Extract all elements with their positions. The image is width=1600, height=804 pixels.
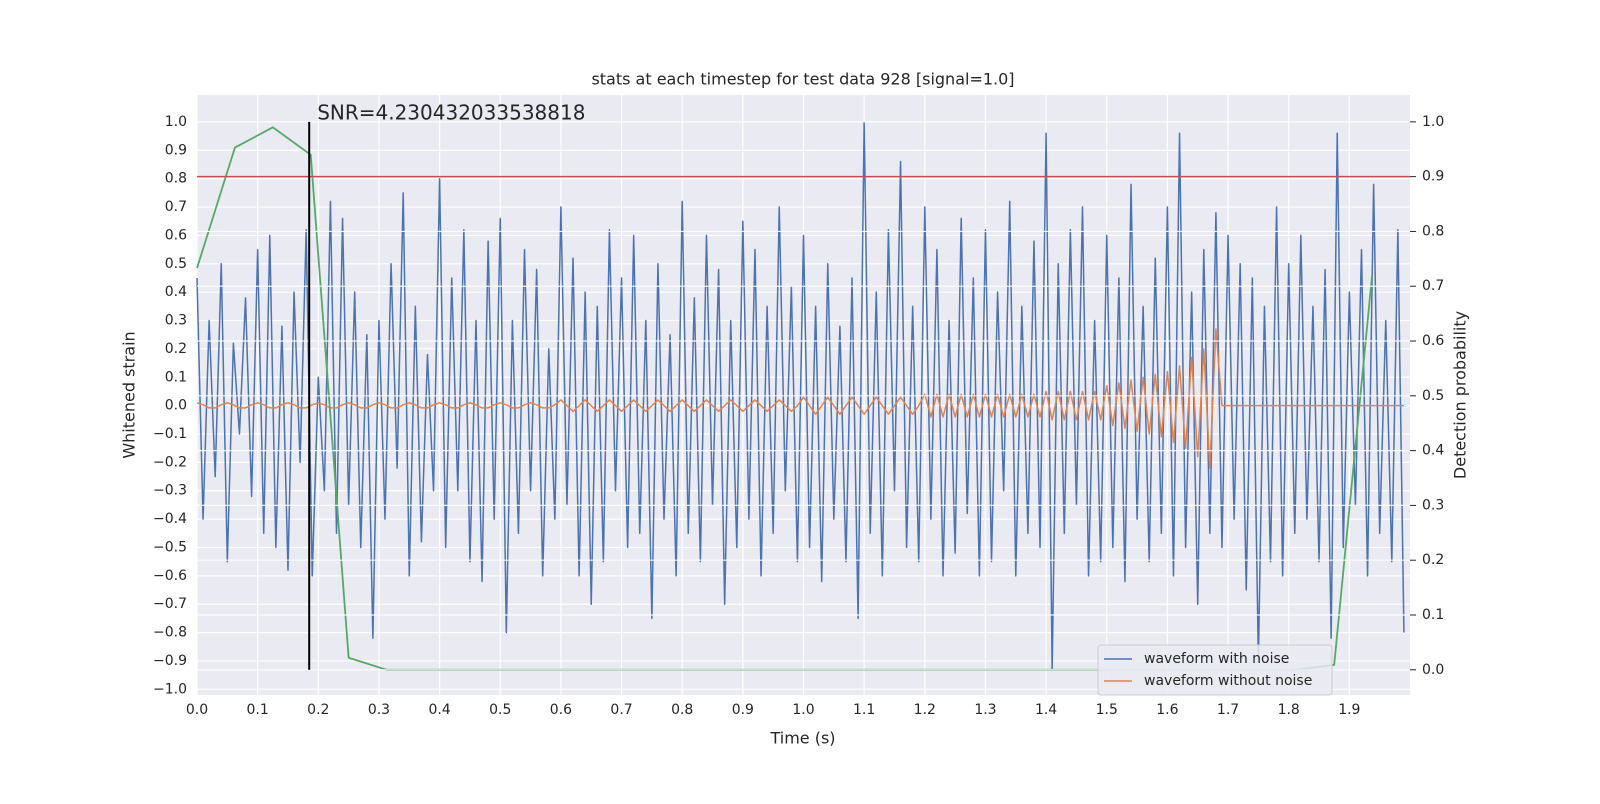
x-tick-label: 1.5: [1096, 702, 1118, 718]
x-tick-label: 0.4: [428, 702, 450, 718]
x-tick-label: 1.2: [914, 702, 936, 718]
x-tick-label: 0.7: [610, 702, 632, 718]
y2-tick-label: 0.8: [1422, 223, 1444, 239]
y-tick-label: 0.5: [165, 256, 187, 272]
legend-label: waveform with noise: [1144, 651, 1289, 667]
x-tick-label: 0.6: [550, 702, 572, 718]
x-tick-label: 1.7: [1217, 702, 1239, 718]
y2-tick-label: 0.9: [1422, 169, 1444, 185]
y-tick-label: −0.3: [153, 483, 187, 499]
y-tick-label: −0.6: [153, 568, 187, 584]
y2-tick-label: 0.1: [1422, 607, 1444, 623]
x-tick-label: 1.0: [792, 702, 814, 718]
y2-tick-label: 1.0: [1422, 114, 1444, 130]
y-tick-label: −1.0: [153, 681, 187, 697]
y-axis-label: Whitened strain: [120, 331, 139, 458]
y-tick-label: 1.0: [165, 114, 187, 130]
chart-title: stats at each timestep for test data 928…: [591, 70, 1014, 89]
x-tick-label: 1.9: [1338, 702, 1360, 718]
y2-tick-label: 0.2: [1422, 552, 1444, 568]
legend: waveform with noise waveform without nois…: [1097, 644, 1333, 696]
series-line: [196, 121, 1405, 671]
x-tick-label: 1.3: [974, 702, 996, 718]
legend-label: waveform without noise: [1144, 673, 1312, 689]
x-tick-label: 0.8: [671, 702, 693, 718]
x-axis-label: Time (s): [769, 729, 835, 748]
y-tick-label: −0.5: [153, 539, 187, 555]
y-tick-label: 0.7: [165, 199, 187, 215]
y-tick-label: −0.1: [153, 426, 187, 442]
y-tick-label: 0.0: [165, 398, 187, 414]
y-tick-label: 0.9: [165, 142, 187, 158]
y-tick-label: −0.2: [153, 454, 187, 470]
x-tick-label: 0.2: [307, 702, 329, 718]
y2-tick-label: 0.5: [1422, 388, 1444, 404]
series-line: [196, 328, 1404, 469]
y-tick-label: 0.6: [165, 227, 187, 243]
y-tick-label: −0.8: [153, 625, 187, 641]
y-tick-label: 0.1: [165, 369, 187, 385]
y-tick-label: 0.4: [165, 284, 187, 300]
y2-tick-label: 0.6: [1422, 333, 1444, 349]
x-tick-label: 0.3: [368, 702, 390, 718]
y-tick-label: −0.9: [153, 653, 187, 669]
y2-tick-label: 0.3: [1422, 497, 1444, 513]
x-tick-label: 0.1: [247, 702, 269, 718]
y-tick-label: 0.3: [165, 313, 187, 329]
x-tick-label: 0.5: [489, 702, 511, 718]
x-tick-label: 1.4: [1035, 702, 1057, 718]
y2-tick-label: 0.4: [1422, 443, 1444, 459]
y-tick-label: −0.7: [153, 596, 187, 612]
x-tick-label: 1.1: [853, 702, 875, 718]
y-tick-label: 0.8: [165, 171, 187, 187]
x-tick-label: 0.9: [732, 702, 754, 718]
y2-axis-label: Detection probability: [1451, 311, 1470, 479]
x-tick-label: 1.6: [1156, 702, 1178, 718]
x-tick-label: 1.8: [1278, 702, 1300, 718]
snr-annotation: SNR=4.230432033538818: [317, 100, 585, 124]
y-tick-label: 0.2: [165, 341, 187, 357]
legend-box: [1097, 644, 1333, 696]
x-tick-label: 0.0: [186, 702, 208, 718]
y2-tick-label: 0.0: [1422, 662, 1444, 678]
y2-tick-label: 0.7: [1422, 278, 1444, 294]
y-tick-label: −0.4: [153, 511, 187, 527]
